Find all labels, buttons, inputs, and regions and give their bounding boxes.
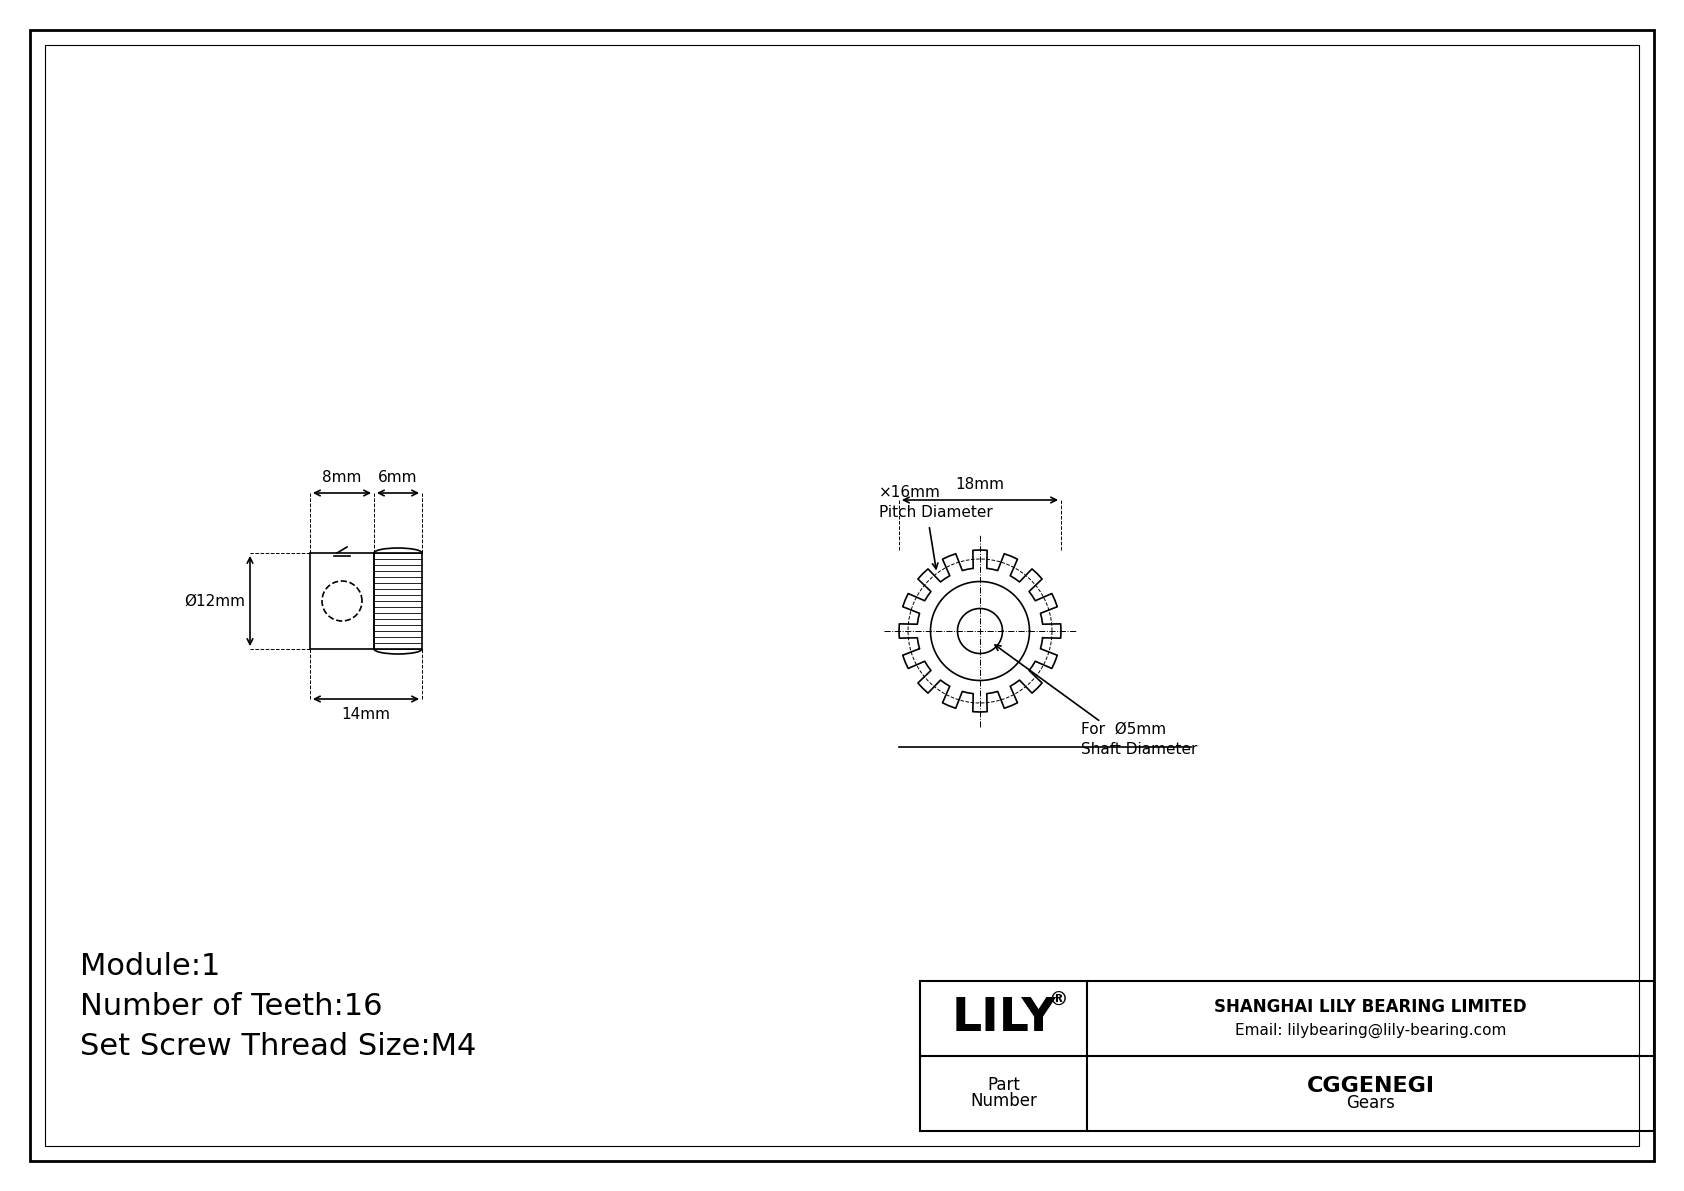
Text: Email: lilybearing@lily-bearing.com: Email: lilybearing@lily-bearing.com — [1234, 1023, 1505, 1039]
Text: CGGENEGI: CGGENEGI — [1307, 1075, 1435, 1096]
Text: ×16mm: ×16mm — [879, 485, 941, 500]
Text: Pitch Diameter: Pitch Diameter — [879, 505, 994, 520]
Text: Number: Number — [970, 1092, 1037, 1110]
Text: For  Ø5mm: For Ø5mm — [1081, 722, 1165, 737]
Bar — [919, 981, 1654, 1131]
Text: ®: ® — [1049, 991, 1068, 1010]
Text: 18mm: 18mm — [955, 478, 1004, 492]
Bar — [374, 553, 423, 649]
Text: Set Screw Thread Size:M4: Set Screw Thread Size:M4 — [81, 1031, 477, 1061]
Text: 8mm: 8mm — [322, 470, 362, 485]
Bar — [310, 553, 374, 649]
Text: LILY: LILY — [951, 996, 1056, 1041]
Text: 6mm: 6mm — [379, 470, 418, 485]
Text: Ø12mm: Ø12mm — [184, 593, 244, 609]
Text: Shaft Diameter: Shaft Diameter — [1081, 742, 1197, 757]
Text: SHANGHAI LILY BEARING LIMITED: SHANGHAI LILY BEARING LIMITED — [1214, 998, 1527, 1016]
Text: 14mm: 14mm — [342, 707, 391, 722]
Text: Gears: Gears — [1346, 1095, 1394, 1112]
Text: Number of Teeth:16: Number of Teeth:16 — [81, 992, 382, 1021]
Text: Part: Part — [987, 1077, 1021, 1095]
Text: Module:1: Module:1 — [81, 952, 221, 981]
